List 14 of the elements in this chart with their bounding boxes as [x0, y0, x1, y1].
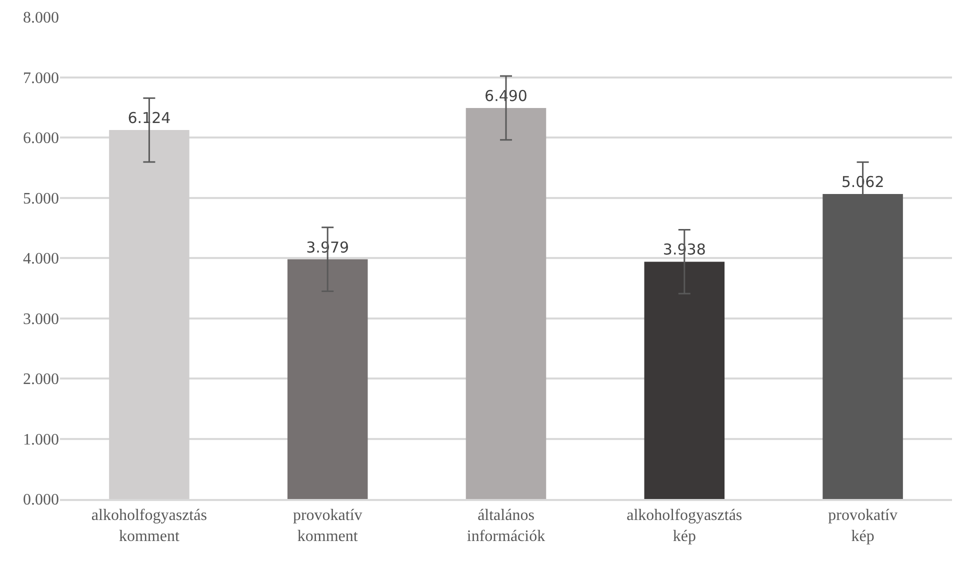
x-tick-label: provokatív kép: [828, 506, 898, 545]
y-tick-label: 5.000: [23, 190, 59, 208]
y-tick-label: 1.000: [23, 431, 59, 448]
x-tick-label: alkoholfogyasztás kép: [626, 506, 742, 545]
x-tick-label: alkoholfogyasztás komment: [91, 506, 207, 545]
y-tick-label: 8.000: [23, 10, 59, 27]
y-tick-label: 6.000: [23, 130, 59, 148]
y-tick-label: 2.000: [23, 371, 59, 388]
y-tick-label: 4.000: [23, 250, 59, 268]
y-tick-label: 0.000: [23, 492, 59, 509]
x-tick-label: általános információk: [466, 506, 546, 545]
y-tick-label: 7.000: [23, 70, 59, 87]
y-tick-label: 3.000: [23, 310, 59, 328]
x-tick-label: provokatív komment: [292, 506, 362, 545]
